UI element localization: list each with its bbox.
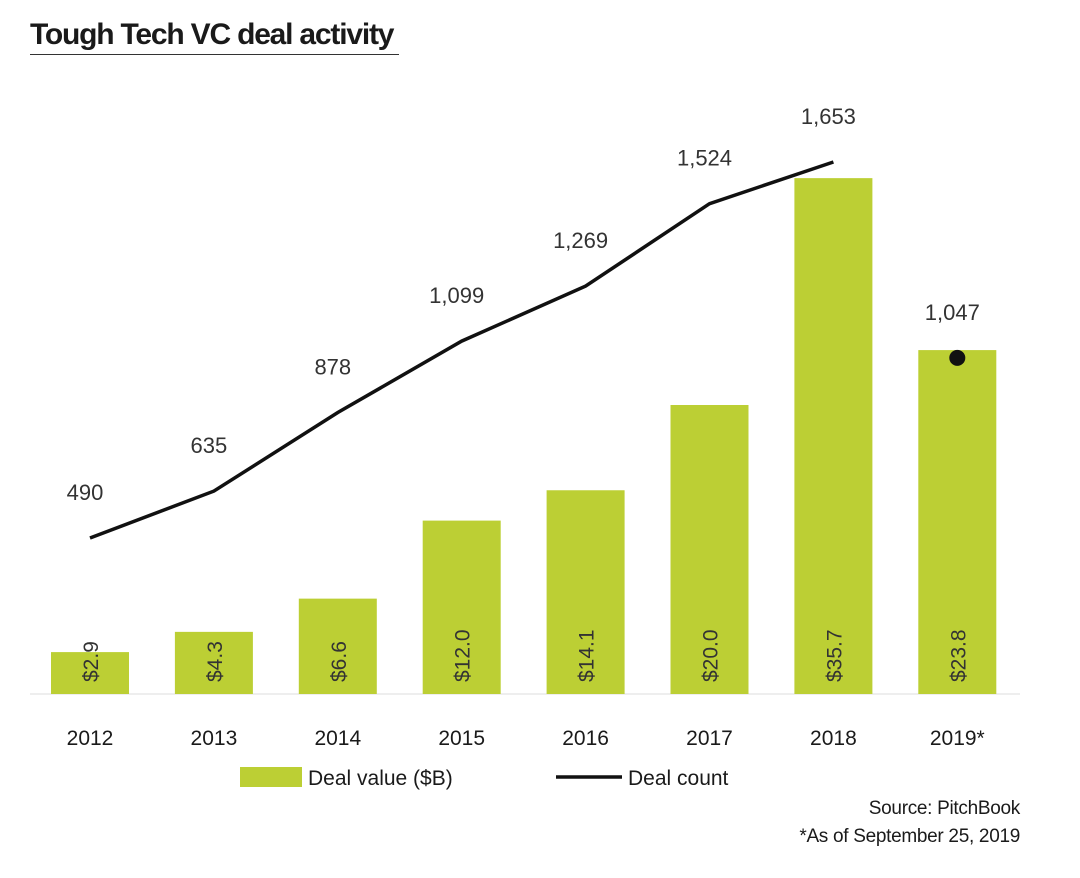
bar-value-label: $6.6 (328, 641, 351, 682)
footnote: *As of September 25, 2019 (799, 826, 1020, 847)
bar-value-label: $20.0 (700, 629, 723, 682)
bar-2018 (794, 178, 873, 694)
bar-2017 (670, 405, 749, 694)
legend-label-deal-value: Deal value ($B) (308, 767, 453, 790)
deal-count-point-2019 (949, 349, 966, 366)
deal-count-line (89, 160, 834, 540)
chart-title: Tough Tech VC deal activity (30, 18, 400, 55)
bar-2013 (174, 631, 253, 694)
x-tick-label: 2012 (67, 727, 114, 750)
deal-count-label: 1,269 (553, 228, 608, 253)
bar-value-label: $2.9 (80, 641, 103, 682)
x-tick-label: 2015 (438, 727, 485, 750)
deal-count-label: 1,047 (925, 300, 980, 325)
x-tick-label: 2018 (810, 727, 857, 750)
x-tick-label: 2013 (191, 727, 238, 750)
bar-value-label: $4.3 (204, 641, 227, 682)
x-tick-label: 2019* (930, 727, 985, 750)
bar-value-label: $12.0 (452, 629, 475, 682)
deal-count-label: 1,653 (801, 104, 856, 129)
bar-2014 (298, 598, 377, 694)
bar-value-label: $23.8 (947, 629, 970, 682)
bar-2012 (51, 652, 129, 694)
bar-2016 (546, 490, 625, 694)
deal-count-label: 635 (191, 433, 228, 458)
legend-label-deal-count: Deal count (628, 767, 729, 790)
bar-value-label: $35.7 (823, 629, 846, 682)
bar-value-label: $14.1 (576, 629, 599, 682)
x-tick-label: 2017 (686, 727, 733, 750)
x-tick-label: 2016 (562, 727, 609, 750)
deal-count-label: 1,099 (429, 283, 484, 308)
deal-count-label: 1,524 (677, 146, 732, 171)
legend-swatch-deal-value (240, 767, 302, 787)
x-tick-label: 2014 (314, 727, 361, 750)
deal-count-label: 878 (314, 355, 351, 380)
bar-2015 (422, 520, 501, 694)
source-note: Source: PitchBook (868, 798, 1021, 819)
bar-2019* (918, 350, 997, 694)
deal-count-label: 490 (67, 480, 104, 505)
